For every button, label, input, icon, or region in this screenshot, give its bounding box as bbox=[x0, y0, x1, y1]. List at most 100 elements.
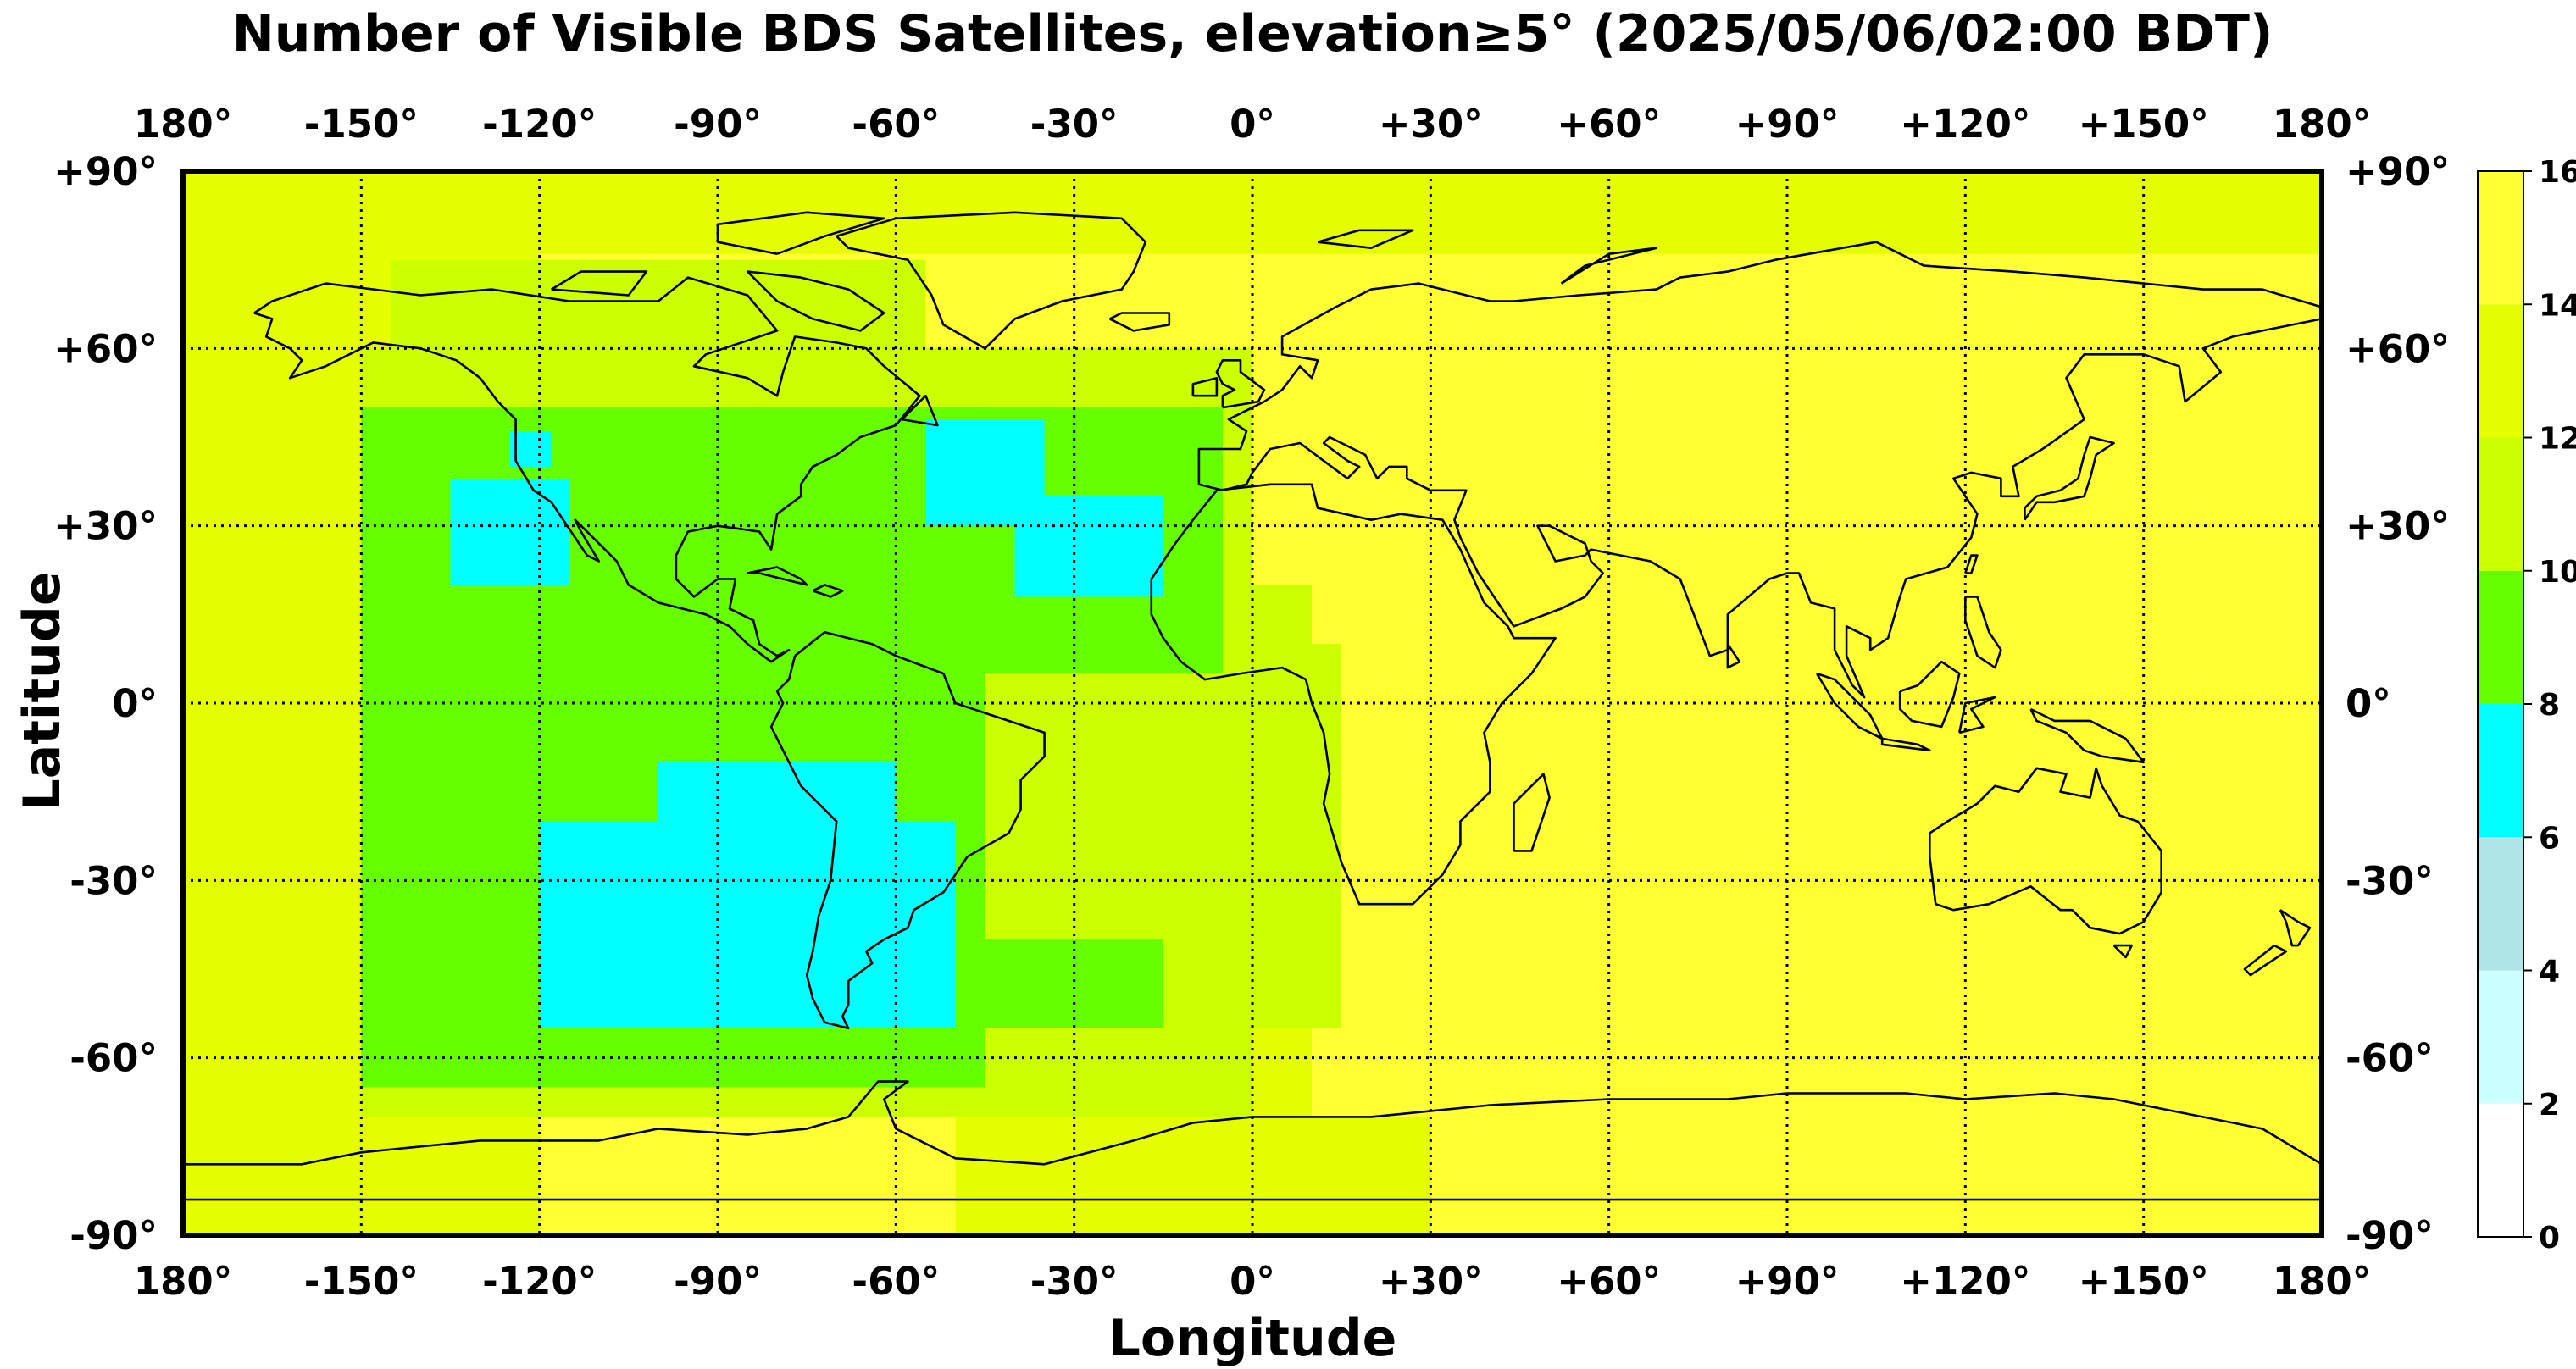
y-tick-label-left: +90° bbox=[53, 149, 158, 194]
y-tick-label-left: -30° bbox=[69, 858, 158, 903]
coastline-north-america bbox=[253, 276, 921, 663]
coastline-madagascar bbox=[1513, 773, 1551, 852]
x-tick-label-top: -60° bbox=[852, 102, 940, 147]
x-tick-label-top: 0° bbox=[1230, 102, 1275, 147]
x-tick-label-bottom: -90° bbox=[674, 1259, 762, 1304]
heat-region-10 bbox=[985, 939, 1163, 1028]
coastline-philippines bbox=[1964, 596, 2002, 669]
y-tick-label-right: -30° bbox=[2346, 858, 2434, 903]
colorbar-tick-label: 12 bbox=[2539, 422, 2576, 457]
y-tick-label-left: +60° bbox=[53, 326, 158, 371]
coastline-great-britain bbox=[1215, 358, 1266, 409]
coastline-svalbard bbox=[1317, 229, 1414, 250]
coastline-new-zealand-north bbox=[2279, 909, 2312, 947]
x-tick-label-bottom: +30° bbox=[1379, 1259, 1483, 1304]
x-tick-label-bottom: -120° bbox=[482, 1259, 597, 1304]
map-title: Number of Visible BDS Satellites, elevat… bbox=[232, 4, 2273, 64]
x-tick-label-top: 180° bbox=[2273, 102, 2371, 147]
x-tick-label-bottom: 0° bbox=[1230, 1259, 1275, 1304]
coastline-antarctica bbox=[181, 1080, 2323, 1201]
x-tick-label-bottom: +90° bbox=[1735, 1259, 1840, 1304]
coastline-baffin-island bbox=[746, 270, 886, 332]
x-tick-label-top: +150° bbox=[2079, 102, 2209, 147]
colorbar-tick-label: 6 bbox=[2539, 821, 2560, 856]
heat-region-15 bbox=[1014, 496, 1163, 597]
colorbar: 0 2 4 6 8 10 12 14 16 bbox=[2477, 155, 2576, 1255]
colorbar-tick-label: 16 bbox=[2539, 155, 2576, 190]
coastline-south-america bbox=[769, 630, 1046, 1030]
x-tick-label-top: -120° bbox=[482, 102, 597, 147]
coastline-hispaniola bbox=[812, 584, 844, 598]
heat-region-2 bbox=[302, 171, 2323, 254]
x-tick-label-bottom: -150° bbox=[304, 1259, 419, 1304]
coastline-newfoundland bbox=[901, 394, 939, 427]
colorbar-band bbox=[2478, 704, 2523, 838]
heat-region-16 bbox=[450, 478, 569, 585]
coastline-eurasia bbox=[1197, 241, 2323, 699]
x-tick-label-top: +60° bbox=[1557, 102, 1661, 147]
colorbar-tick-label: 0 bbox=[2539, 1221, 2560, 1255]
coastline-africa bbox=[1150, 483, 1557, 906]
x-tick-label-bottom: +120° bbox=[1900, 1259, 2030, 1304]
x-tick-label-bottom: -60° bbox=[852, 1259, 940, 1304]
x-axis-label: Longitude bbox=[1108, 1309, 1397, 1366]
x-tick-label-top: -90° bbox=[674, 102, 762, 147]
y-tick-label-right: -60° bbox=[2346, 1036, 2434, 1081]
y-tick-label-right: +60° bbox=[2346, 326, 2450, 371]
colorbar-tick-label: 14 bbox=[2539, 288, 2576, 323]
coastline-borneo bbox=[1898, 660, 1961, 729]
colorbar-tick-label: 8 bbox=[2539, 688, 2560, 723]
colorbar-tick-label: 4 bbox=[2539, 955, 2560, 989]
coastline-new-zealand-south bbox=[2243, 944, 2288, 977]
x-tick-label-bottom: 180° bbox=[134, 1259, 232, 1304]
x-tick-label-top: +90° bbox=[1735, 102, 1840, 147]
y-tick-label-left: -60° bbox=[69, 1036, 158, 1081]
coastline-tasmania bbox=[2112, 944, 2133, 959]
colorbar-band bbox=[2478, 970, 2523, 1104]
colorbar-band bbox=[2478, 437, 2523, 571]
y-tick-label-left: 0° bbox=[112, 681, 158, 726]
colorbar-band bbox=[2478, 1103, 2523, 1237]
coastline-new-guinea bbox=[2029, 707, 2145, 764]
x-tick-label-top: +30° bbox=[1379, 102, 1483, 147]
y-axis-label: Latitude bbox=[13, 571, 72, 811]
x-tick-label-top: -150° bbox=[304, 102, 419, 147]
coastline-novaya-zemlya bbox=[1560, 247, 1658, 285]
y-tick-label-left: -90° bbox=[69, 1213, 158, 1258]
x-tick-label-top: -30° bbox=[1030, 102, 1119, 147]
coastline-java bbox=[1880, 737, 1931, 752]
coastline-australia bbox=[1929, 767, 2162, 935]
heat-region-3 bbox=[1074, 1117, 1431, 1235]
heat-region-13 bbox=[658, 762, 897, 851]
heat-region-12 bbox=[539, 821, 956, 1028]
colorbar-band bbox=[2478, 171, 2523, 305]
coastline-iceland bbox=[1109, 312, 1171, 332]
x-tick-label-top: 180° bbox=[134, 102, 232, 147]
y-tick-label-right: +90° bbox=[2346, 149, 2450, 194]
colorbar-band bbox=[2478, 570, 2523, 704]
colorbar-tick-label: 2 bbox=[2539, 1088, 2560, 1122]
axis-ticks: 180° 180° -150° -150° -120° -120° -90° -90° -60°… bbox=[53, 102, 2450, 1304]
coastline-ireland bbox=[1191, 376, 1219, 397]
x-tick-label-bottom: 180° bbox=[2273, 1259, 2371, 1304]
x-tick-label-bottom: +60° bbox=[1557, 1259, 1661, 1304]
y-tick-label-right: 0° bbox=[2346, 681, 2391, 726]
colorbar-tick-label: 10 bbox=[2539, 555, 2576, 590]
map-frame bbox=[180, 169, 2324, 1238]
coastline-taiwan bbox=[1964, 554, 1979, 574]
y-tick-label-right: +30° bbox=[2346, 504, 2450, 549]
grid-layer bbox=[183, 171, 2322, 1235]
coastline-victoria-island bbox=[551, 270, 648, 297]
map-area bbox=[181, 171, 2323, 1235]
coastline-cuba bbox=[747, 566, 808, 586]
coastline-japan bbox=[2024, 435, 2115, 521]
colorbar-band bbox=[2478, 304, 2523, 438]
y-tick-label-right: -90° bbox=[2346, 1213, 2434, 1258]
x-tick-label-bottom: +150° bbox=[2079, 1259, 2209, 1304]
coastline-greenland bbox=[835, 211, 1147, 350]
x-tick-label-top: +120° bbox=[1900, 102, 2030, 147]
colorbar-band bbox=[2478, 837, 2523, 971]
x-tick-label-bottom: -30° bbox=[1030, 1259, 1119, 1304]
